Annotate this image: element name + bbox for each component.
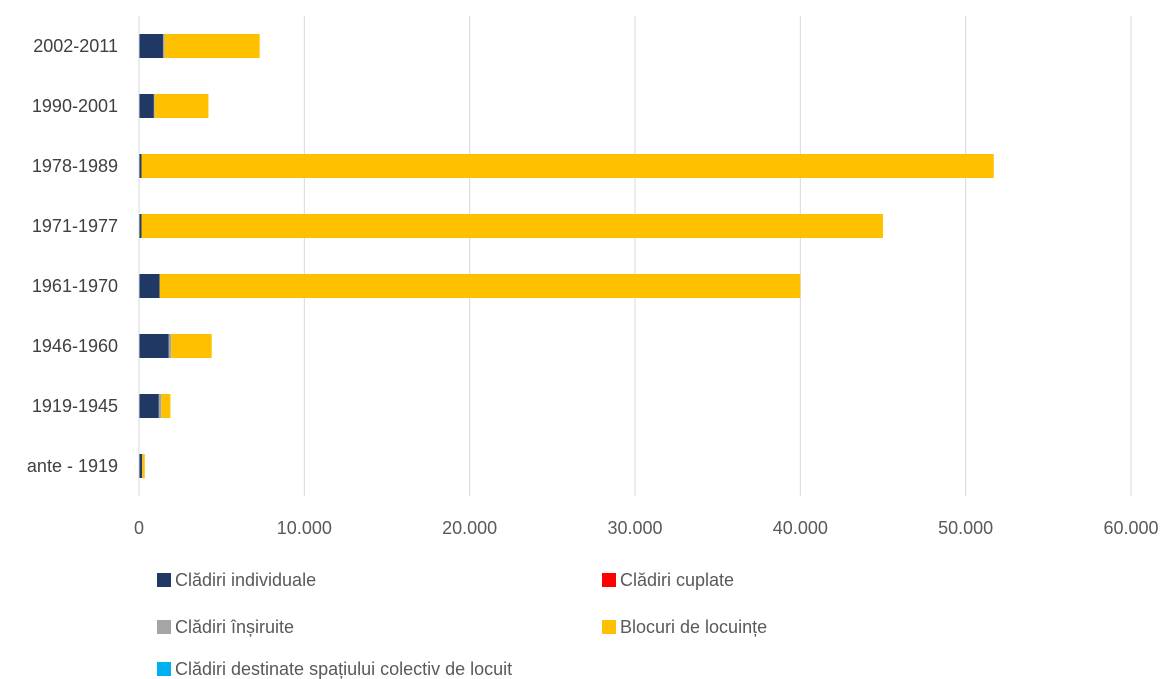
bars (139, 34, 994, 478)
bar-segment (139, 34, 163, 58)
bar-segment (139, 94, 154, 118)
gridlines (303, 16, 1132, 496)
bar-segment (139, 394, 159, 418)
x-tick-label: 0 (134, 518, 144, 538)
legend-swatch (157, 573, 171, 587)
bar-segment (154, 94, 209, 118)
bar-segment (139, 154, 142, 178)
x-tick-label: 10.000 (277, 518, 332, 538)
value-tick-labels: 0 10.000 20.000 30.000 40.000 50.000 60.000 (134, 518, 1159, 538)
legend-label: Clădiri înșiruite (175, 617, 294, 637)
bar-segment (161, 394, 171, 418)
legend: Clădiri individuale Clădiri cuplate Clădir… (157, 570, 767, 679)
category-label: ante - 1919 (27, 456, 118, 476)
category-label: 1978-1989 (32, 156, 118, 176)
legend-label: Blocuri de locuințe (620, 617, 767, 637)
bar-segment (164, 34, 260, 58)
bar-segment (158, 394, 162, 418)
x-tick-label: 60.000 (1103, 518, 1158, 538)
x-tick-label: 30.000 (607, 518, 662, 538)
legend-swatch (602, 573, 616, 587)
bar-segment (168, 334, 172, 358)
x-tick-label: 50.000 (938, 518, 993, 538)
legend-label: Clădiri cuplate (620, 570, 734, 590)
bar-segment (162, 34, 165, 58)
bar-segment (171, 334, 212, 358)
category-label: 1946-1960 (32, 336, 118, 356)
bar-segment (153, 94, 155, 118)
category-label: 1990-2001 (32, 96, 118, 116)
bar-segment (142, 454, 145, 478)
legend-label: Clădiri individuale (175, 570, 316, 590)
legend-swatch (157, 620, 171, 634)
legend-swatch (157, 662, 171, 676)
bar-segment (139, 274, 160, 298)
x-tick-label: 40.000 (773, 518, 828, 538)
bar-segment (139, 454, 142, 478)
legend-label: Clădiri destinate spațiului colectiv de … (175, 659, 512, 679)
category-label: 1919-1945 (32, 396, 118, 416)
category-labels: 2002-2011 1990-2001 1978-1989 1971-1977 1961… (27, 36, 118, 476)
bar-segment (141, 214, 884, 238)
category-label: 2002-2011 (33, 36, 118, 56)
x-tick-label: 20.000 (442, 518, 497, 538)
bar-segment (139, 214, 142, 238)
category-label: 1961-1970 (32, 276, 118, 296)
category-label: 1971-1977 (32, 216, 118, 236)
bar-segment (141, 154, 994, 178)
bar-segment (159, 274, 801, 298)
legend-swatch (602, 620, 616, 634)
bar-segment (139, 334, 169, 358)
